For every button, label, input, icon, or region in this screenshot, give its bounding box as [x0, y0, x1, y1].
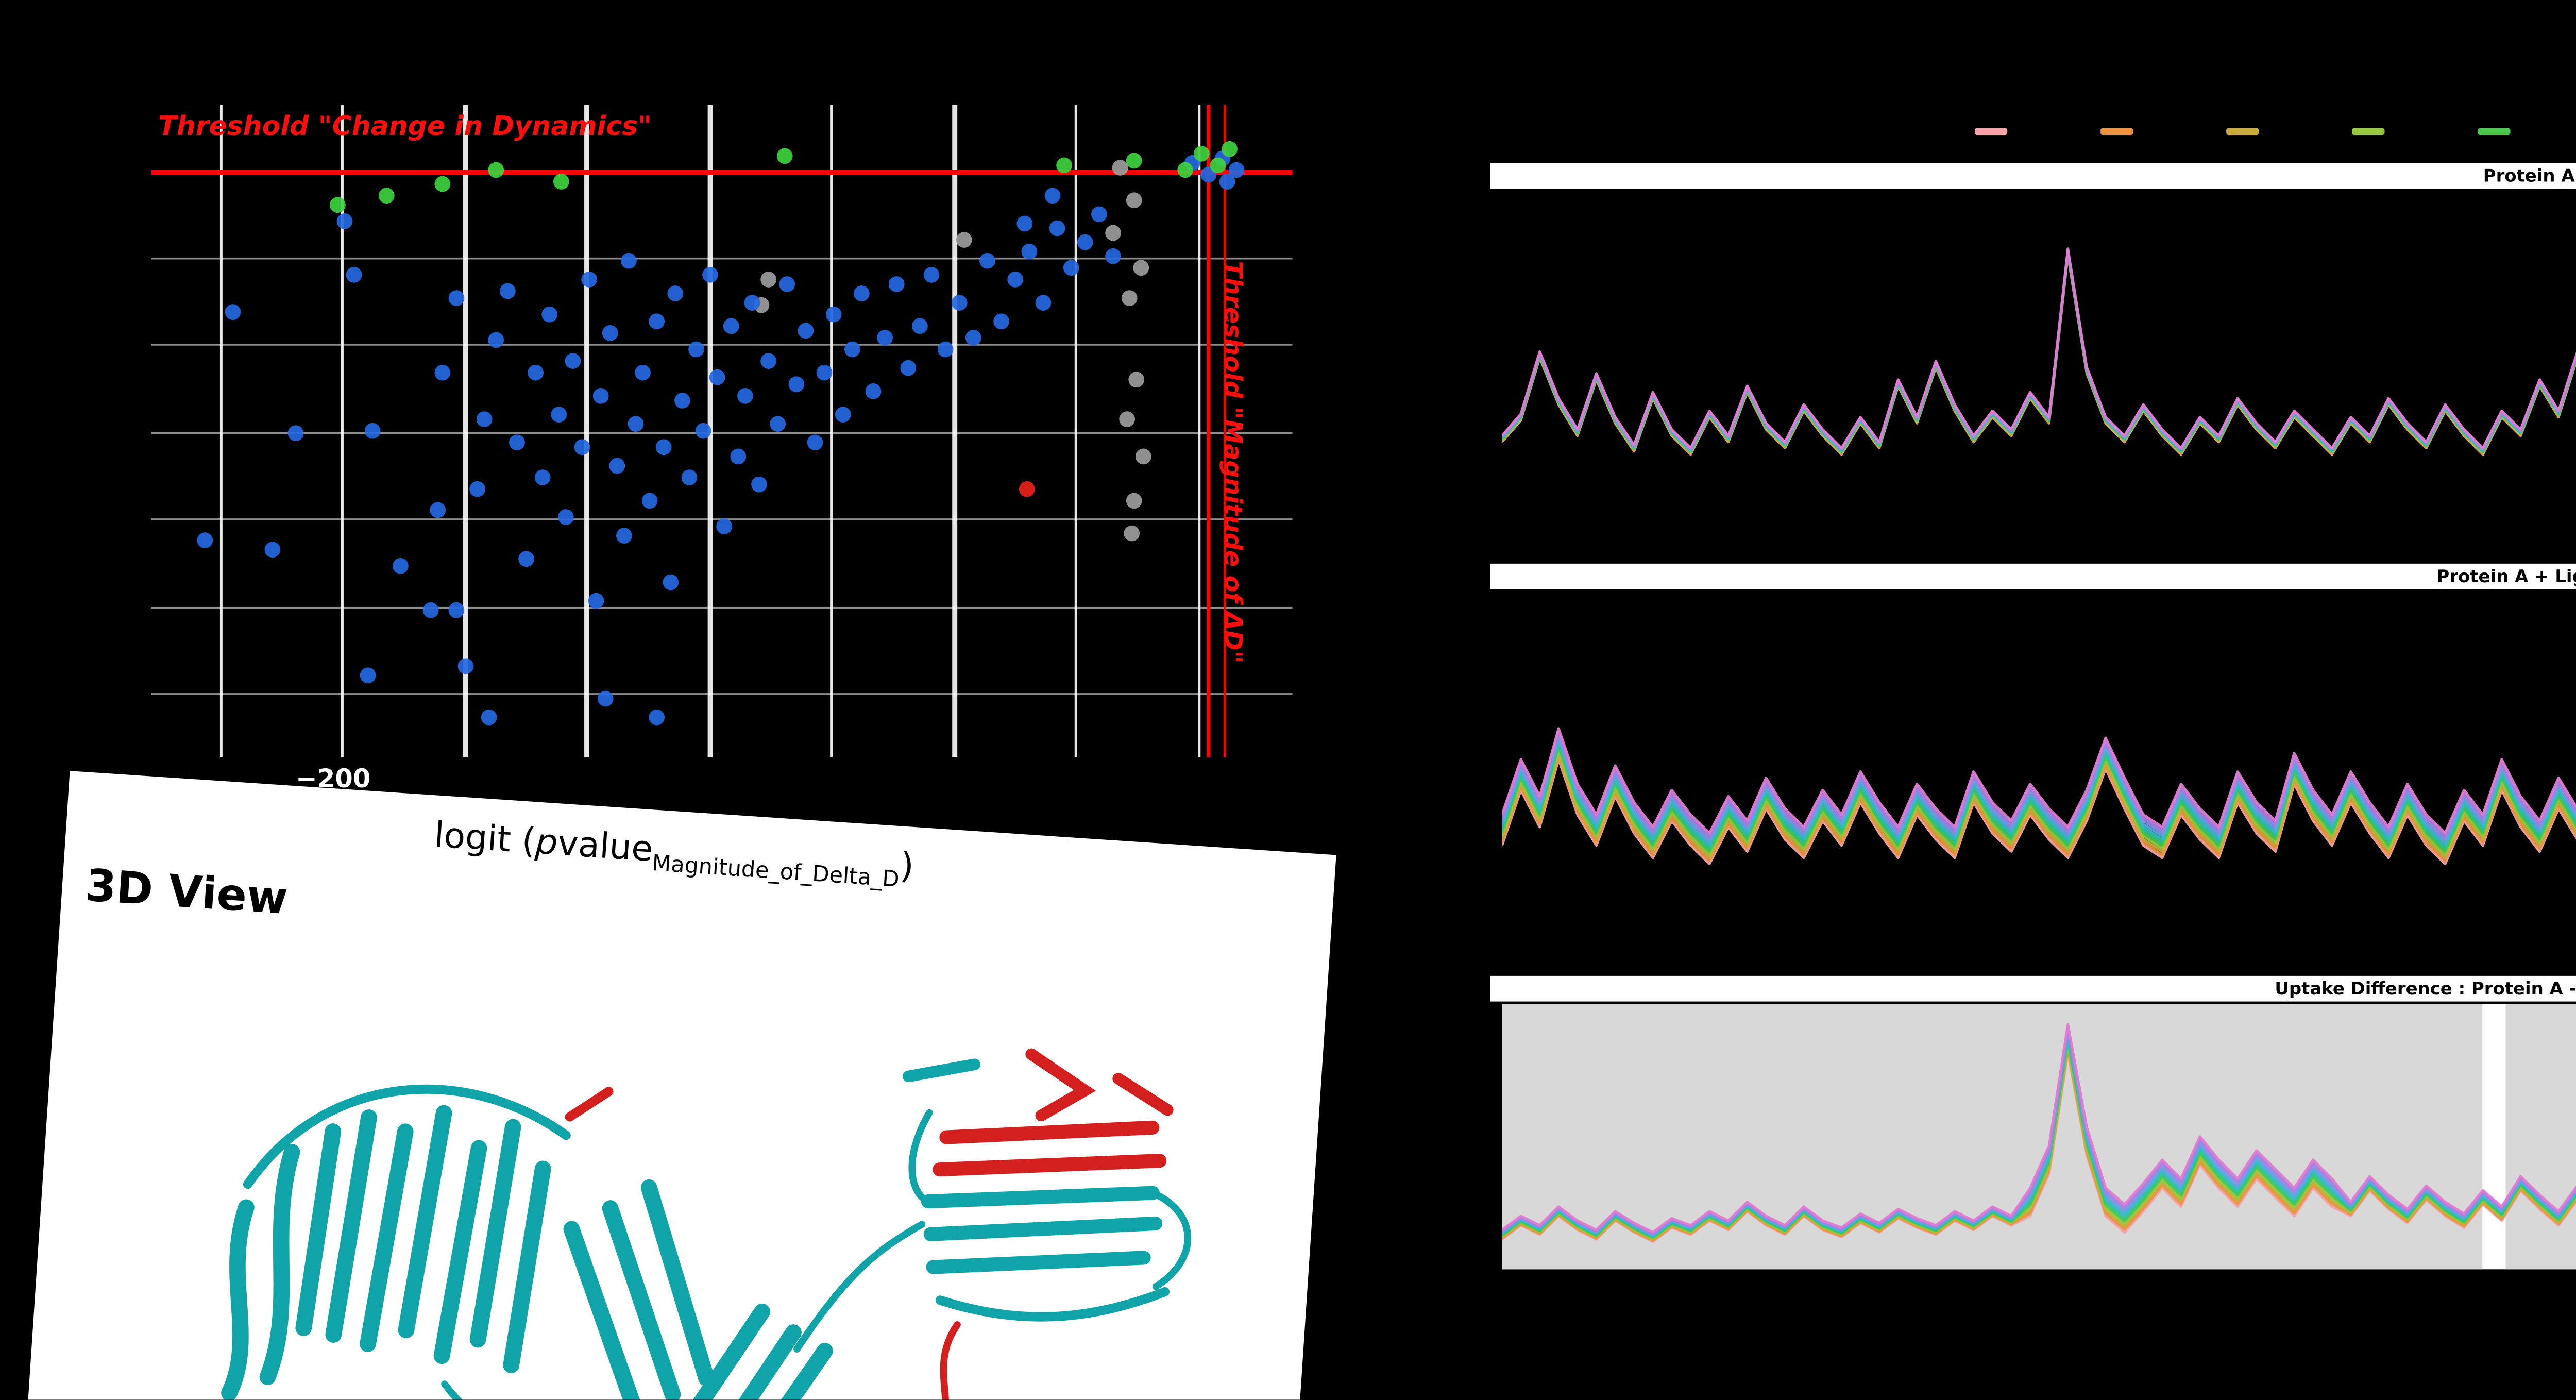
panel-title-uptake-difference-text: Uptake Difference : Protein A - (Protein… — [2275, 978, 2576, 1000]
legend-dash — [2352, 128, 2385, 136]
uptake-chart-protein-a[interactable] — [1502, 193, 2576, 547]
legend-dash — [2478, 128, 2511, 136]
legend-dash — [2226, 128, 2259, 136]
3d-view-card: logit (pvalueMagnitude_of_Delta_D) 3D Vi… — [23, 771, 1336, 1400]
uptake-chart-protein-a-ligand[interactable] — [1502, 594, 2576, 943]
uptake-difference-chart[interactable] — [1502, 1004, 2576, 1270]
protein-structure-viewer[interactable] — [90, 919, 1241, 1400]
panel-title-protein-a-ligand-text: Protein A + Ligand — [2436, 566, 2576, 587]
panel-title-protein-a-text: Protein A — [2483, 165, 2575, 187]
xlabel-rest: value — [556, 822, 655, 870]
xlabel-prefix: logit ( — [433, 814, 537, 863]
xlabel-close: ) — [899, 845, 916, 888]
xlabel-p: p — [534, 820, 560, 864]
threshold-dynamics-label: Threshold "Change in Dynamics" — [158, 109, 652, 142]
panel-title-protein-a-ligand: Protein A + Ligand — [1490, 563, 2576, 589]
panel-title-uptake-difference: Uptake Difference : Protein A - (Protein… — [1490, 975, 2576, 1002]
volcano-xtick: −200 — [296, 764, 371, 795]
legend-dash — [2100, 128, 2133, 136]
volcano-xaxis-label: logit (pvalueMagnitude_of_Delta_D) — [433, 814, 916, 895]
timepoint-legend — [1974, 128, 2576, 136]
3d-view-title: 3D View — [83, 861, 290, 925]
xlabel-subscript: Magnitude_of_Delta_D — [651, 851, 900, 894]
panel-title-protein-a: Protein A — [1490, 163, 2576, 189]
threshold-magnitude-label: Threshold "Magnitude of ΔD" — [1217, 261, 1246, 664]
volcano-plot-canvas[interactable] — [151, 105, 1293, 757]
legend-dash — [1974, 128, 2008, 136]
